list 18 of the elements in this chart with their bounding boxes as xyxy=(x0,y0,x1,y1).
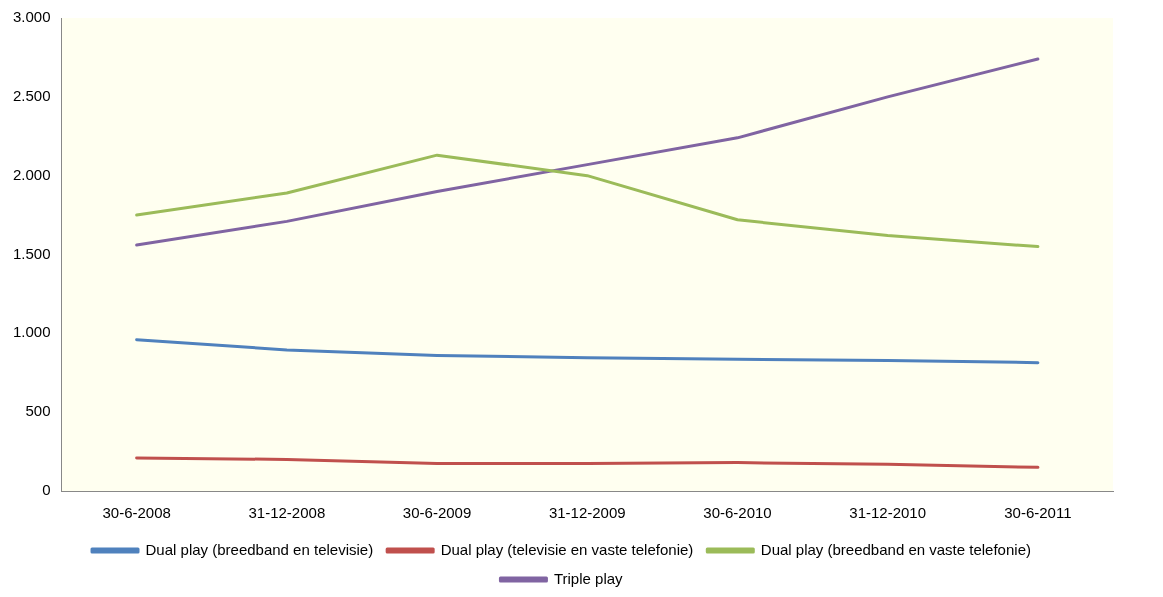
legend-label: Dual play (televisie en vaste telefonie) xyxy=(440,540,694,558)
y-tick-label: 2.000 xyxy=(12,165,51,183)
y-tick-label: 500 xyxy=(25,402,51,420)
y-tick-label: 2.500 xyxy=(12,86,51,104)
x-tick-label: 30-6-2008 xyxy=(102,504,171,522)
x-tick-label: 31-12-2010 xyxy=(849,504,927,522)
x-tick-label: 30-6-2011 xyxy=(1004,504,1072,522)
x-tick-label: 30-6-2010 xyxy=(703,504,772,522)
y-tick-label: 0 xyxy=(42,481,51,499)
x-tick-label: 31-12-2008 xyxy=(248,504,326,522)
y-tick-label: 1.500 xyxy=(12,244,51,262)
x-tick-label: 30-6-2009 xyxy=(402,504,472,522)
legend-label: Dual play (breedband en televisie) xyxy=(145,540,374,558)
x-tick-label: 31-12-2009 xyxy=(548,504,626,522)
y-tick-label: 1.000 xyxy=(12,323,51,341)
legend-label: Triple play xyxy=(553,569,624,587)
legend-label: Dual play (breedband en vaste telefonie) xyxy=(760,540,1031,558)
y-tick-label: 3.000 xyxy=(12,8,51,26)
